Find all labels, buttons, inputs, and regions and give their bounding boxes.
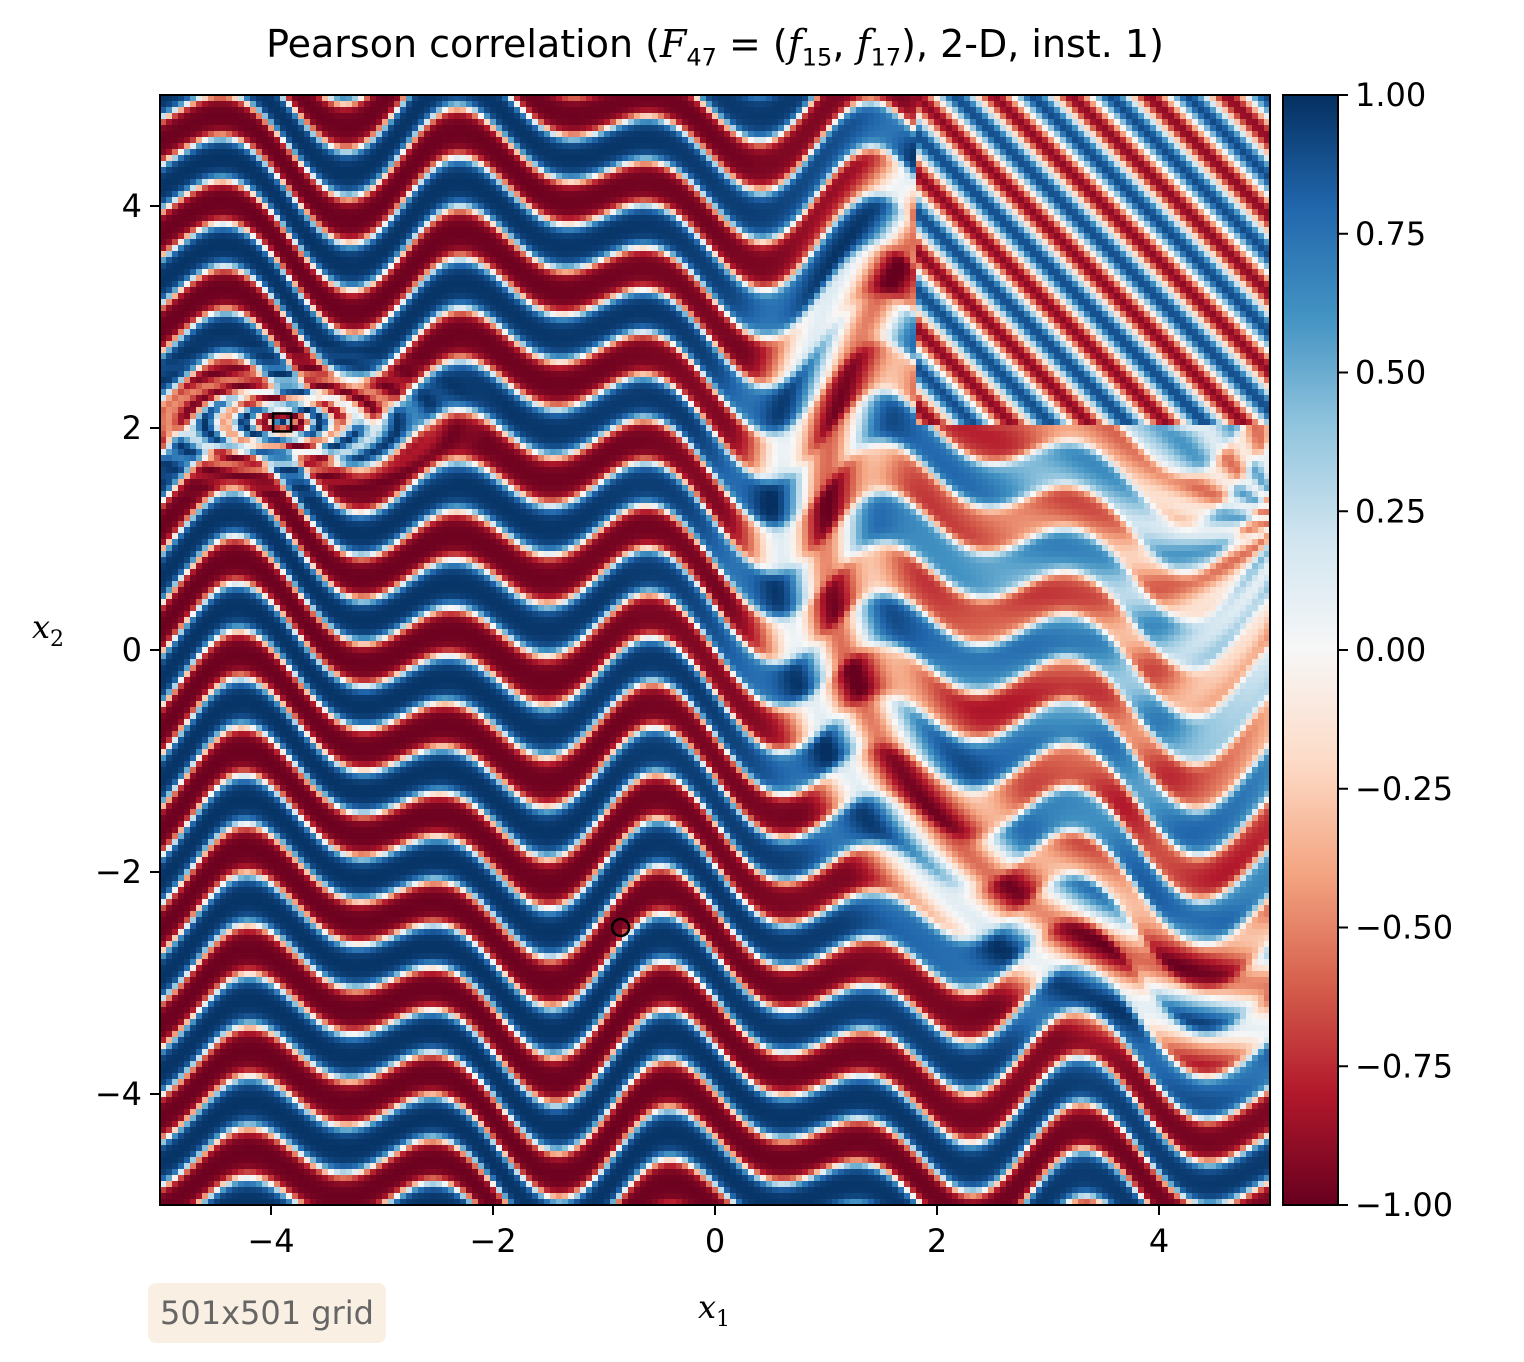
y-axis: −4 −2 0 2 4	[95, 187, 160, 1113]
colorbar-tick-label: −0.50	[1355, 909, 1453, 947]
colorbar	[1283, 95, 1338, 1205]
marker-square	[271, 412, 293, 433]
heatmap-markers	[271, 412, 631, 938]
x-tick-label: 2	[927, 1222, 947, 1260]
y-tick-label: −4	[95, 1075, 142, 1113]
colorbar-tick-label: −0.25	[1355, 770, 1453, 808]
chart-title: Pearson correlation (F47 = (f15, f17), 2…	[160, 22, 1270, 72]
y-tick-label: 0	[122, 631, 142, 669]
colorbar-tick-label: 0.50	[1355, 354, 1426, 392]
colorbar-tick-label: 0.75	[1355, 215, 1426, 253]
x-tick-label: 0	[705, 1222, 725, 1260]
grid-size-annotation: 501x501 grid	[148, 1283, 386, 1343]
marker-circle	[610, 917, 631, 938]
x-tick-label: −2	[469, 1222, 516, 1260]
colorbar-tick-label: −1.00	[1355, 1186, 1453, 1224]
colorbar-tick-label: 0.00	[1355, 631, 1426, 669]
x-axis-label: x1	[698, 1288, 730, 1332]
colorbar-axis: 1.00 0.75 0.50 0.25 0.00 −0.25 −0.50 −0.75 −1.00	[1338, 76, 1453, 1224]
x-axis: −4 −2 0 2 4	[247, 1205, 1169, 1260]
colorbar-tick-label: 1.00	[1355, 76, 1426, 114]
y-tick-label: 2	[122, 409, 142, 447]
y-tick-label: 4	[122, 187, 142, 225]
y-axis-label: x2	[32, 608, 64, 652]
heatmap-image	[160, 95, 1270, 1205]
y-tick-label: −2	[95, 853, 142, 891]
colorbar-tick-label: 0.25	[1355, 492, 1426, 530]
x-tick-label: 4	[1149, 1222, 1169, 1260]
x-tick-label: −4	[247, 1222, 294, 1260]
colorbar-tick-label: −0.75	[1355, 1047, 1453, 1085]
